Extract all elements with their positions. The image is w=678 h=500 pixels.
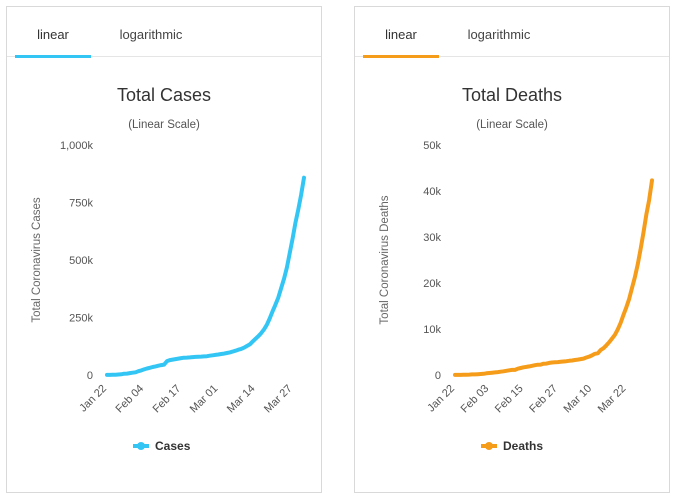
y-tick-label: 1,000k xyxy=(60,140,94,152)
x-tick-label: Feb 03 xyxy=(459,383,492,416)
x-tick-label: Feb 17 xyxy=(151,383,184,416)
legend-marker xyxy=(485,442,493,450)
x-tick-label: Mar 27 xyxy=(262,383,295,416)
x-tick-label: Mar 01 xyxy=(188,383,221,416)
y-tick-label: 50k xyxy=(423,140,441,152)
legend-label[interactable]: Cases xyxy=(155,439,191,453)
series-line-cases xyxy=(105,175,306,377)
chart-subtitle: (Linear Scale) xyxy=(128,119,200,131)
scale-tabs: linear logarithmic xyxy=(7,7,321,58)
y-tick-label: 0 xyxy=(435,370,441,382)
tab-linear[interactable]: linear xyxy=(37,27,69,42)
active-tab-indicator xyxy=(15,55,91,58)
y-tick-label: 40k xyxy=(423,186,441,198)
x-tick-label: Feb 04 xyxy=(114,383,147,416)
legend-label[interactable]: Deaths xyxy=(503,439,543,453)
tab-logarithmic[interactable]: logarithmic xyxy=(119,27,183,42)
y-tick-label: 10k xyxy=(423,324,441,336)
cases-chart-panel: linear logarithmic Total Cases (Linear Sc… xyxy=(6,6,322,493)
y-tick-label: 750k xyxy=(69,198,93,210)
y-axis-title: Total Coronavirus Cases xyxy=(31,197,43,323)
y-tick-label: 500k xyxy=(69,255,93,267)
tab-linear[interactable]: linear xyxy=(385,27,417,42)
chart-title: Total Deaths xyxy=(462,85,562,105)
deaths-line-chart: Total Deaths (Linear Scale) Total Coronavi… xyxy=(379,85,654,453)
legend-marker xyxy=(137,442,145,450)
chart-title: Total Cases xyxy=(117,85,211,105)
x-tick-label: Jan 22 xyxy=(425,383,457,415)
x-tick-label: Mar 14 xyxy=(225,383,258,416)
x-tick-label: Mar 10 xyxy=(561,383,594,416)
x-tick-label: Feb 15 xyxy=(493,383,526,416)
y-tick-label: 0 xyxy=(87,370,93,382)
deaths-chart-panel: linear logarithmic Total Deaths (Linear S… xyxy=(354,6,670,493)
x-tick-label: Feb 27 xyxy=(527,383,560,416)
y-tick-label: 20k xyxy=(423,278,441,290)
cases-line-chart: Total Cases (Linear Scale) Total Coronavir… xyxy=(31,85,306,453)
y-tick-label: 250k xyxy=(69,313,93,325)
tab-logarithmic[interactable]: logarithmic xyxy=(467,27,531,42)
chart-subtitle: (Linear Scale) xyxy=(476,119,548,131)
active-tab-indicator xyxy=(363,55,439,58)
scale-tabs: linear logarithmic xyxy=(355,7,669,58)
series-line-deaths xyxy=(453,178,654,377)
y-tick-label: 30k xyxy=(423,232,441,244)
y-axis-title: Total Coronavirus Deaths xyxy=(379,195,391,324)
x-tick-label: Mar 22 xyxy=(596,383,629,416)
x-tick-label: Jan 22 xyxy=(77,383,109,415)
